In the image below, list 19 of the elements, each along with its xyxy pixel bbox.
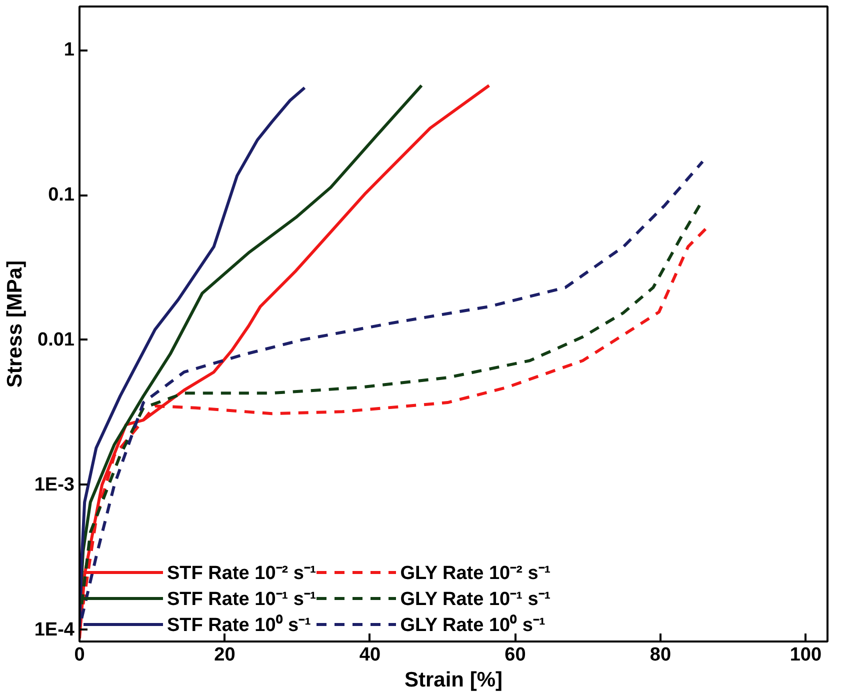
x-tick-label: 40 [359, 644, 381, 666]
y-axis-title: Stress [MPa] [3, 260, 26, 388]
x-tick-label: 100 [790, 644, 822, 666]
legend-label: GLY Rate 10⁻¹ s⁻¹ [400, 588, 551, 611]
y-tick-label: 0.01 [38, 329, 75, 350]
legend-label: STF Rate 10⁻¹ s⁻¹ [167, 588, 316, 611]
legend-label: GLY Rate 10⁻² s⁻¹ [400, 562, 551, 585]
x-tick-label: 60 [504, 644, 526, 666]
y-tick-label: 1 [64, 40, 75, 61]
y-tick-label: 1E-3 [34, 474, 75, 496]
legend-label: GLY Rate 10⁰ s⁻¹ [400, 614, 546, 637]
y-tick-label: 1E-4 [34, 619, 75, 640]
x-axis-title: Strain [%] [404, 668, 503, 692]
x-tick-label: 20 [214, 644, 236, 666]
x-tick-label: 0 [74, 644, 85, 666]
legend-label: STF Rate 10⁻² s⁻¹ [167, 562, 316, 585]
y-tick-label: 0.1 [48, 184, 75, 206]
x-tick-label: 80 [650, 644, 672, 666]
legend-label: STF Rate 10⁰ s⁻¹ [167, 614, 311, 637]
